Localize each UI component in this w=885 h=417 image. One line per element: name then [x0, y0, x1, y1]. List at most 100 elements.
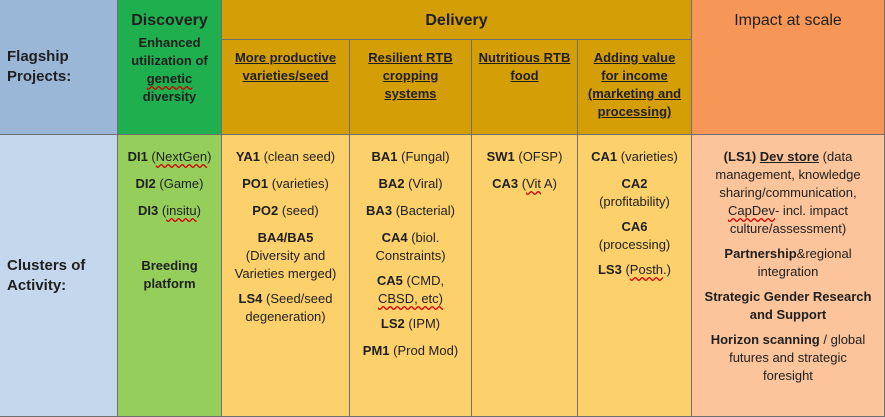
cluster-note: (CMD, — [406, 273, 445, 288]
cluster-note: (IPM) — [408, 316, 441, 331]
productive-varieties-clusters: YA1 (clean seed) PO1 (varieties) PO2 (se… — [222, 135, 350, 417]
cluster-note: degeneration) — [245, 309, 326, 324]
cluster-code: CA4 — [381, 230, 408, 245]
column-title-line: varieties/seed — [242, 68, 329, 83]
cluster-note: (Fungal) — [401, 149, 450, 164]
cluster-note: (OFSP) — [518, 149, 563, 164]
cluster-item: BA2 (Viral) — [378, 175, 442, 193]
cluster-code: CA6 — [621, 219, 648, 234]
cluster-item: BA1 (Fungal) — [371, 148, 449, 166]
flagship-label-line: Projects: — [7, 68, 72, 85]
cluster-code: DI2 — [135, 176, 156, 191]
cluster-note: (Seed/seed — [265, 291, 333, 306]
cluster-code: platform — [143, 276, 196, 291]
cluster-note: management, knowledge — [715, 167, 861, 182]
cluster-item: Breeding platform — [141, 257, 197, 293]
cluster-note: culture/assessment) — [729, 221, 847, 236]
flagship-label-line: Flagship — [7, 48, 69, 65]
cluster-item: BA4/BA5 (Diversity and Varieties merged) — [235, 229, 337, 283]
column-title-line: (marketing and — [587, 86, 682, 101]
cluster-note: (clean seed) — [263, 149, 336, 164]
cluster-note: Varieties merged) — [234, 266, 337, 281]
cluster-note: .) — [663, 262, 671, 277]
cluster-note: integration — [757, 264, 819, 279]
nutritious-food-header: Nutritious RTB food — [472, 40, 578, 135]
cluster-item: LS3 (Posth.) — [598, 261, 671, 279]
cluster-code: LS4 — [238, 291, 263, 306]
discovery-subtitle-line: Enhanced — [138, 35, 201, 50]
cluster-title: Horizon scanning — [710, 332, 820, 347]
cluster-note: sharing/communication, — [719, 185, 857, 200]
cluster-item: CA1 (varieties) — [591, 148, 678, 166]
cluster-note: (processing) — [598, 237, 671, 252]
column-title-line: More productive — [234, 50, 337, 65]
impact-title: Impact at scale — [734, 12, 842, 29]
cluster-note: insitu — [166, 203, 197, 218]
cluster-item: PO2 (seed) — [252, 202, 319, 220]
discovery-title: Discovery — [131, 12, 208, 29]
cluster-item: YA1 (clean seed) — [236, 148, 335, 166]
cluster-note: ) — [207, 149, 212, 164]
cluster-item: LS2 (IPM) — [381, 315, 440, 333]
cluster-note: (Game) — [159, 176, 204, 191]
cluster-title: Strategic Gender Research — [704, 289, 872, 304]
cluster-item: CA3 (Vit A) — [492, 175, 557, 193]
cluster-code: PM1 — [362, 343, 390, 358]
cluster-code: BA3 — [366, 203, 393, 218]
column-title-line: processing) — [597, 104, 672, 119]
cluster-code: BA4/BA5 — [257, 230, 314, 245]
clusters-label-line: Activity: — [7, 276, 67, 294]
cluster-note: (Bacterial) — [395, 203, 455, 218]
cluster-item: BA3 (Bacterial) — [366, 202, 455, 220]
clusters-of-activity-label: Clusters of Activity: — [0, 135, 118, 417]
nutritious-food-clusters: SW1 (OFSP) CA3 (Vit A) — [472, 135, 578, 417]
cluster-item: SW1 (OFSP) — [487, 148, 563, 166]
cluster-note: foresight — [763, 368, 813, 383]
cluster-note: Vit — [526, 176, 541, 191]
adding-value-clusters: CA1 (varieties) CA2 (profitability) CA6 … — [578, 135, 692, 417]
cluster-code: BA2 — [378, 176, 405, 191]
discovery-subtitle-line: diversity — [142, 89, 197, 104]
cluster-note: futures and strategic — [729, 350, 847, 365]
flagship-projects-label: Flagship Projects: — [0, 0, 118, 135]
delivery-title: Delivery — [425, 12, 488, 29]
cluster-note: / global — [819, 332, 866, 347]
cluster-code: PO2 — [252, 203, 279, 218]
cluster-note: &regional — [796, 246, 852, 261]
cluster-note: Posth — [629, 262, 664, 277]
column-title-line: cropping — [382, 68, 439, 83]
cluster-note: (biol. — [411, 230, 440, 245]
column-title-line: for income — [601, 68, 668, 83]
cluster-note: ( — [151, 149, 156, 164]
clusters-label-line: Clusters of — [7, 256, 86, 274]
cluster-item: LS4 (Seed/seed degeneration) — [239, 290, 333, 326]
cluster-code: CA3 — [492, 176, 519, 191]
cluster-note: (varieties) — [620, 149, 678, 164]
cluster-code: BA1 — [371, 149, 398, 164]
cluster-item: CA2 (profitability) — [599, 175, 670, 211]
cluster-item: CA4 (biol. Constraints) — [375, 229, 445, 265]
cluster-note: ) — [196, 203, 201, 218]
column-title-line: Nutritious RTB — [478, 50, 571, 65]
cluster-note: ( — [161, 203, 167, 218]
cluster-code: CA1 — [591, 149, 618, 164]
column-title-line: Resilient RTB — [368, 50, 453, 65]
cluster-item: DI2 (Game) — [136, 175, 204, 193]
column-title-line: Adding value — [593, 50, 676, 65]
impact-item-horizon: Horizon scanning / global futures and st… — [711, 331, 866, 385]
cluster-note: (data — [822, 149, 853, 164]
cluster-code: DI1 — [127, 149, 148, 164]
cluster-title: Partnership — [724, 246, 797, 261]
productive-varieties-header: More productive varieties/seed — [222, 40, 350, 135]
cluster-code: LS3 — [597, 262, 622, 277]
cluster-code: LS2 — [380, 316, 405, 331]
cluster-title: Dev store — [759, 149, 820, 164]
impact-item-gender: Strategic Gender Research and Support — [705, 288, 872, 324]
cluster-code: CA5 — [376, 273, 403, 288]
cluster-note: - incl. impact — [774, 203, 848, 218]
cluster-item: PO1 (varieties) — [242, 175, 329, 193]
cluster-note: (seed) — [281, 203, 319, 218]
cluster-item: CA5 (CMD, CBSD, etc) — [377, 272, 444, 308]
cluster-note: (Viral) — [408, 176, 443, 191]
